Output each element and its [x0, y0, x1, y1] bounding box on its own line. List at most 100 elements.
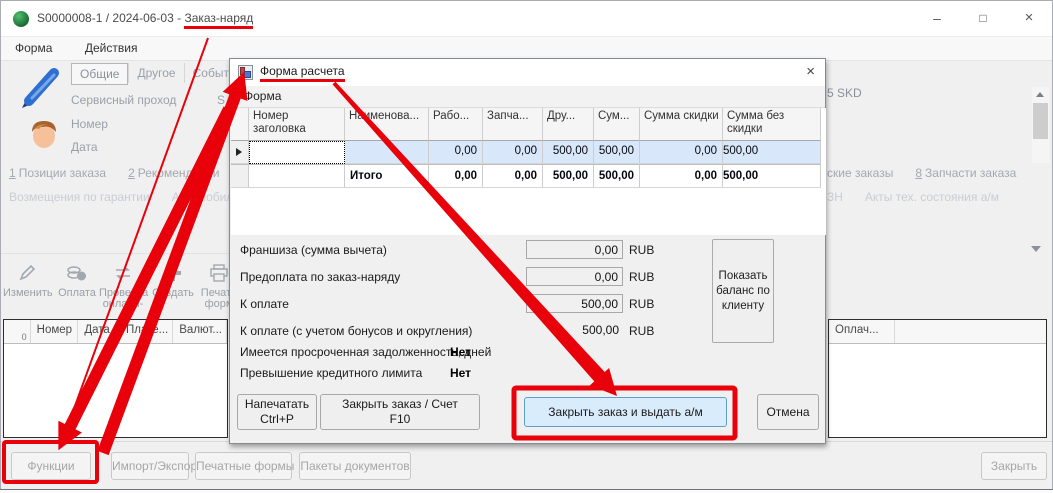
overdue-debt-value: Нет	[450, 345, 472, 359]
close-window-button[interactable]: Закрыть	[981, 452, 1047, 480]
minimize-button[interactable]: –	[933, 10, 941, 26]
functions-button[interactable]: Функции	[11, 452, 91, 480]
col-currency[interactable]: Валют...	[173, 320, 227, 343]
cell-name[interactable]	[345, 141, 429, 164]
doc-tabs-row1-right: ские заказы 8 Запчасти заказа	[827, 166, 1016, 180]
cell-works[interactable]: 0,00	[429, 141, 483, 164]
tab-zn[interactable]: ЗН	[827, 190, 843, 204]
col-paid[interactable]: Оплач...	[829, 320, 895, 343]
payments-table-header-right: Оплач...	[829, 320, 1046, 344]
to-pay-currency: RUB	[629, 297, 655, 311]
title-bar: S0000008-1 / 2024-06-03 - Заказ-наряд – …	[1, 1, 1052, 37]
cell-parts[interactable]: 0,00	[483, 141, 543, 164]
close-order-invoice-button[interactable]: Закрыть заказ / Счет F10	[320, 394, 480, 430]
col-header-without-discount[interactable]: Сумма без скидки	[723, 108, 821, 141]
tab-tech-acts[interactable]: Акты тех. состояния а/м	[864, 190, 999, 204]
calc-grid-total-row: Итого 0,00 0,00 500,00 500,00 0,00 500,0…	[231, 164, 821, 188]
row-selector-arrow-icon	[236, 148, 242, 156]
tab-positions[interactable]: 1 Позиции заказа	[9, 166, 107, 180]
franchise-label: Франшиза (сумма вычета)	[240, 243, 387, 257]
col-header-parts[interactable]: Запча...	[483, 108, 543, 141]
field-date-label: Дата	[71, 140, 98, 154]
total-discount: 0,00	[640, 164, 723, 188]
pen-icon[interactable]	[15, 61, 67, 113]
col-payment[interactable]: Плате...	[120, 320, 174, 343]
tab-warranty[interactable]: Возмещения по гарантии	[9, 190, 150, 204]
payments-toolbar: Изменить Оплата Проверка онлайн- Создать …	[1, 253, 237, 319]
col-header-discount[interactable]: Сумма скидки	[640, 108, 723, 141]
cell-number-editing[interactable]	[249, 141, 345, 164]
close-button[interactable]: ×	[1024, 9, 1034, 26]
toolbar-create-button[interactable]: Создать	[149, 258, 197, 299]
chevron-down-icon[interactable]	[1031, 246, 1041, 252]
prepayment-value[interactable]: 0,00	[526, 267, 623, 286]
to-pay-rounded-currency: RUB	[629, 324, 655, 338]
doc-tabs-row2-right: ЗН Акты тех. состояния а/м	[827, 190, 999, 204]
selector-header-cell	[231, 108, 249, 141]
toolbar-payment-button[interactable]: Оплата	[55, 258, 99, 299]
window-title-highlight: Заказ-наряд	[184, 11, 254, 29]
window-title-prefix: S0000008-1 / 2024-06-03 -	[37, 11, 185, 25]
row-selector-header: 0	[4, 320, 31, 343]
toolbar-online-check-button[interactable]: Проверка онлайн-	[99, 258, 148, 310]
field-number-label: Номер	[71, 117, 108, 131]
pencil-icon	[3, 258, 51, 288]
menu-deystviya[interactable]: Действия	[84, 41, 138, 55]
total-other: 500,00	[543, 164, 594, 188]
dialog-menu-forma[interactable]: Форма	[244, 89, 282, 103]
show-client-balance-button[interactable]: Показать баланс по клиенту	[712, 239, 774, 343]
close-order-issue-vehicle-button[interactable]: Закрыть заказ и выдать а/м	[524, 397, 727, 427]
col-header-number[interactable]: Номер заголовка	[249, 108, 345, 141]
app-status-icon	[13, 11, 29, 27]
to-pay-rounded-value: 500,00	[582, 323, 619, 337]
col-header-other[interactable]: Дру...	[543, 108, 594, 141]
cell-without-discount[interactable]: 500,00	[723, 141, 821, 164]
vertical-scrollbar[interactable]	[1032, 87, 1049, 163]
toolbar-edit-button[interactable]: Изменить	[3, 258, 53, 299]
dialog-title-bar: Форма расчета ×	[230, 59, 825, 86]
print-button[interactable]: Напечатать Ctrl+P	[237, 394, 317, 430]
field-service-pass-value: S	[217, 93, 226, 107]
credit-limit-value: Нет	[450, 366, 472, 380]
field-number: Номер S	[71, 117, 225, 131]
col-date[interactable]: Дата	[78, 320, 120, 343]
col-header-works[interactable]: Рабо...	[429, 108, 483, 141]
cell-discount[interactable]: 0,00	[640, 141, 723, 164]
calculation-form-dialog: Форма расчета × Форма Номер заголовка На…	[229, 58, 826, 444]
col-number[interactable]: Номер	[31, 320, 79, 343]
person-icon[interactable]	[27, 117, 61, 149]
doc-tabs-row2-left: Возмещения по гарантии Автомобили в	[9, 190, 250, 204]
tab-orders-partial[interactable]: ские заказы	[827, 166, 894, 180]
field-service-pass-label: Сервисный проход	[71, 93, 177, 107]
franchise-value[interactable]: 0,00	[526, 240, 623, 259]
calc-grid-row[interactable]: 0,00 0,00 500,00 500,00 0,00 500,00	[231, 141, 821, 164]
dialog-close-icon[interactable]: ×	[806, 63, 815, 80]
to-pay-label: К оплате	[240, 297, 289, 311]
col-header-name[interactable]: Наименова...	[345, 108, 429, 141]
cell-sum[interactable]: 500,00	[594, 141, 640, 164]
print-forms-button[interactable]: Печатные формы	[195, 452, 294, 480]
tab-drugoe[interactable]: Другое	[128, 63, 183, 83]
franchise-currency: RUB	[629, 243, 655, 257]
scroll-up-icon[interactable]	[1036, 92, 1044, 97]
document-packages-button[interactable]: Пакеты документов	[299, 452, 411, 480]
form-icon	[238, 65, 253, 80]
tab-recommendations[interactable]: 2 Рекомендации	[128, 166, 220, 180]
maximize-button[interactable]: □	[979, 11, 987, 25]
tab-obshchie[interactable]: Общие	[71, 63, 129, 85]
field-date: Дата	[71, 140, 98, 154]
row-selector-cell	[231, 141, 249, 164]
import-export-button[interactable]: Импорт/Экспорт	[111, 452, 202, 480]
scroll-thumb[interactable]	[1033, 103, 1048, 139]
cell-other[interactable]: 500,00	[543, 141, 594, 164]
to-pay-value[interactable]: 500,00	[526, 294, 623, 313]
cancel-button[interactable]: Отмена	[757, 394, 819, 430]
total-sum: 500,00	[594, 164, 640, 188]
menu-forma[interactable]: Форма	[15, 41, 53, 55]
bottom-bar: Функции Импорт/Экспорт Печатные формы Па…	[1, 441, 1052, 489]
tab-order-parts[interactable]: 8 Запчасти заказа	[915, 166, 1017, 180]
col-header-sum[interactable]: Сум...	[594, 108, 640, 141]
skd-text: 5 SKD	[827, 86, 862, 100]
